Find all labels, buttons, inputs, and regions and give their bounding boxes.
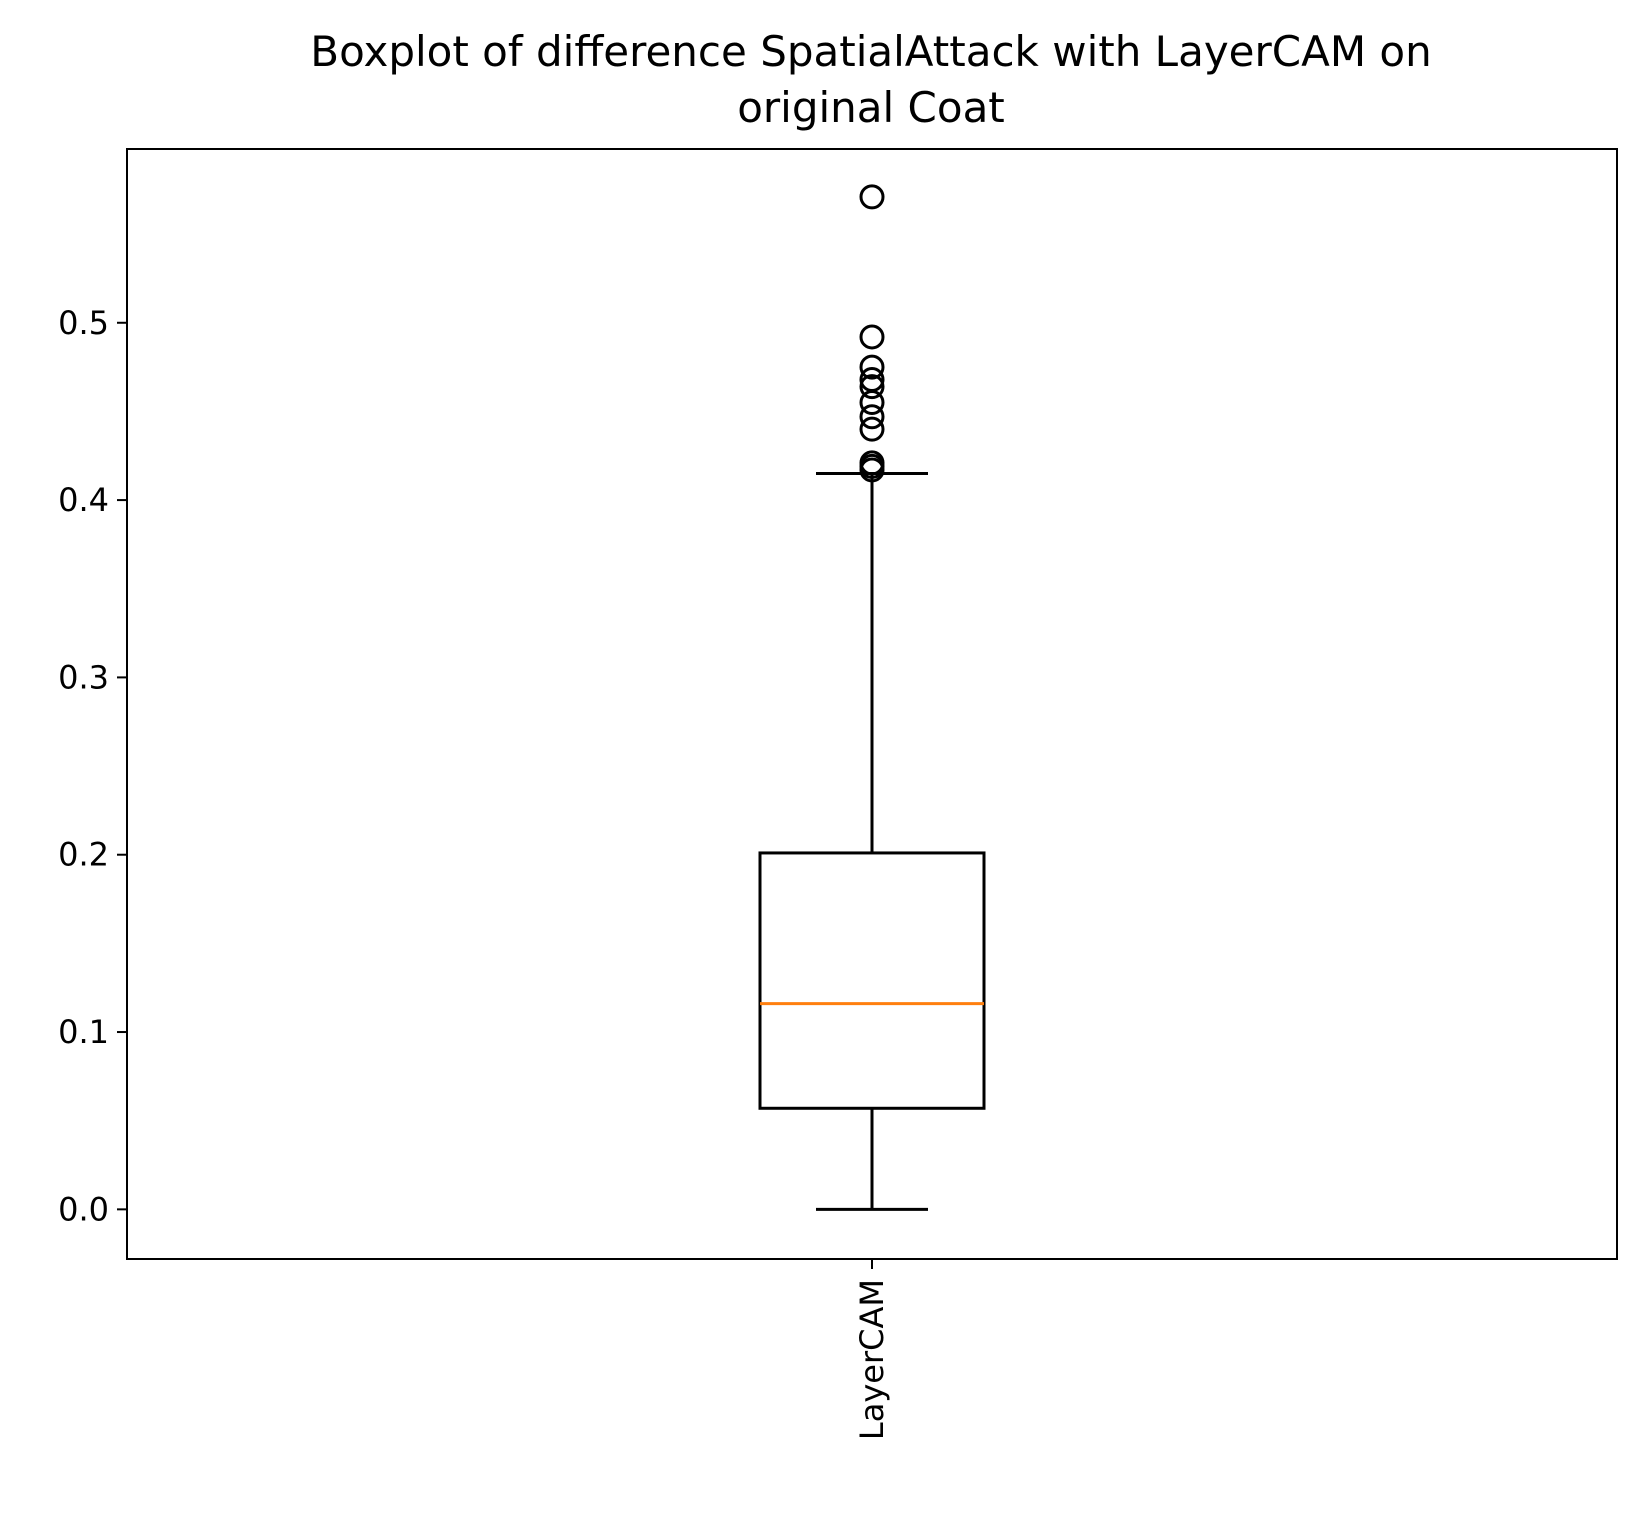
outlier-point bbox=[859, 354, 885, 380]
y-axis: 0.0 0.1 0.2 0.3 0.4 0.5 bbox=[58, 304, 127, 1228]
outlier-point bbox=[859, 404, 885, 430]
outlier-point bbox=[859, 450, 885, 476]
x-axis: LayerCAM bbox=[853, 1259, 891, 1440]
y-tick-label: 0.0 bbox=[58, 1190, 109, 1228]
outlier-point bbox=[859, 324, 885, 350]
chart-title-line-2: original Coat bbox=[737, 83, 1005, 132]
y-tick-label: 0.5 bbox=[58, 304, 109, 342]
outlier-point bbox=[859, 184, 885, 210]
y-tick-label: 0.2 bbox=[58, 836, 109, 874]
y-tick-label: 0.4 bbox=[58, 481, 109, 519]
outlier-point bbox=[859, 416, 885, 442]
plot-frame bbox=[126, 148, 1618, 1260]
outlier-point bbox=[859, 367, 885, 393]
y-tick-label: 0.3 bbox=[58, 658, 109, 696]
y-tick-label: 0.1 bbox=[58, 1013, 109, 1051]
chart-title-line-1: Boxplot of difference SpatialAttack with… bbox=[310, 27, 1432, 76]
x-tick-label: LayerCAM bbox=[853, 1279, 891, 1440]
box-element bbox=[758, 184, 986, 1211]
outlier-point bbox=[859, 374, 885, 400]
box-series bbox=[758, 184, 986, 1211]
iqr-box bbox=[758, 851, 986, 1110]
